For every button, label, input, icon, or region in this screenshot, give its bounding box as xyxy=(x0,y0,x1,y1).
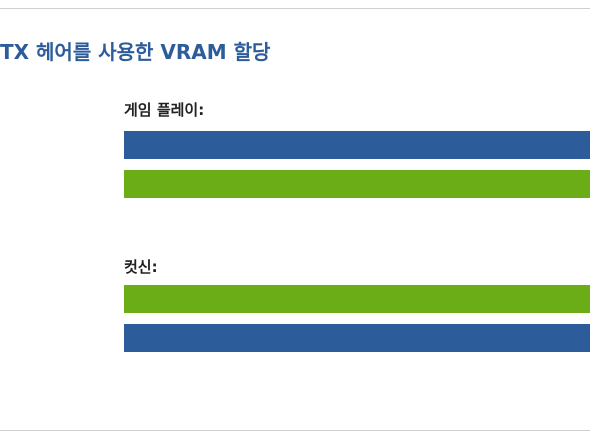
bottom-rule xyxy=(0,430,590,431)
section-label: 컷신: xyxy=(124,258,158,276)
bar xyxy=(124,170,590,198)
title: TX 헤어를 사용한 VRAM 할당 xyxy=(0,40,271,64)
bar xyxy=(124,285,590,313)
top-rule xyxy=(0,8,590,9)
section-label: 게임 플레이: xyxy=(124,101,205,119)
bar xyxy=(124,131,590,159)
bar xyxy=(124,324,590,352)
